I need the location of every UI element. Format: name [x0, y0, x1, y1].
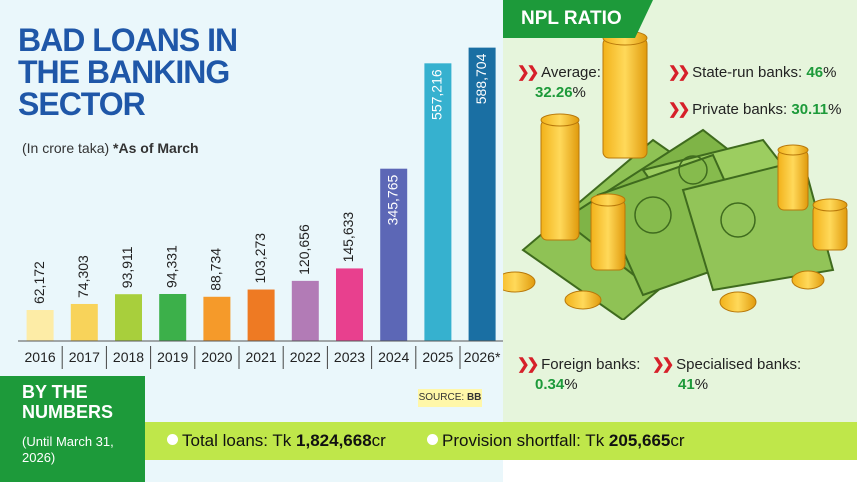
value-label-2019: 94,331	[163, 245, 179, 288]
by-the-numbers-box: BY THE NUMBERS (Until March 31, 2026)	[0, 376, 145, 482]
double-chevron-right-icon: ❯❯	[517, 356, 539, 373]
category-label-2025: 2025	[422, 349, 453, 365]
category-label-2024: 2024	[378, 349, 409, 365]
bar-2018	[115, 294, 142, 341]
value-label-2018: 93,911	[119, 246, 135, 288]
value-label-2025: 557,216	[429, 69, 445, 120]
subtitle-note: *As of March	[113, 140, 199, 156]
npl-private-value: 30.11	[791, 101, 829, 118]
npl-average-percent: %	[572, 84, 586, 101]
category-label-2022: 2022	[290, 349, 321, 365]
npl-private: ❯❯ Private banks: 30.11%	[668, 100, 841, 120]
npl-foreign-value: 0.34	[535, 376, 565, 393]
npl-specialised-percent: %	[694, 376, 709, 393]
total-loans: Total loans: Tk 1,824,668cr	[167, 431, 386, 451]
bar-chart: 62,172 2016 74,303 2017 93,911 2018 94,331 2019…	[18, 47, 503, 369]
bar-2021	[247, 289, 275, 341]
bar-2020	[203, 296, 231, 341]
shortfall-unit: cr	[670, 431, 685, 450]
totals-strip: Total loans: Tk 1,824,668cr Provision sh…	[145, 422, 857, 460]
category-label-2018: 2018	[113, 349, 144, 365]
category-label-2021: 2021	[246, 349, 277, 365]
value-label-2021: 103,273	[252, 233, 268, 284]
bar-2024	[380, 168, 408, 341]
total-loans-unit: cr	[371, 431, 386, 450]
money-stack-icon	[503, 30, 848, 320]
source-prefix: SOURCE:	[418, 392, 465, 403]
npl-specialised: ❯❯ Specialised banks: 41%	[652, 355, 801, 395]
category-label-2023: 2023	[334, 349, 365, 365]
shortfall-label: Provision shortfall: Tk	[442, 431, 609, 450]
npl-foreign-percent: %	[564, 376, 578, 393]
double-chevron-right-icon: ❯❯	[668, 64, 690, 81]
value-label-2022: 120,656	[296, 224, 312, 275]
provision-shortfall: Provision shortfall: Tk 205,665cr	[427, 431, 685, 451]
npl-foreign: ❯❯ Foreign banks: 0.34%	[517, 355, 640, 395]
npl-specialised-label: Specialised banks:	[676, 356, 802, 373]
bar-2025	[424, 63, 452, 342]
npl-average-label: Average:	[541, 64, 601, 81]
npl-average: ❯❯ Average: 32.26%	[517, 63, 601, 103]
bar-2023	[336, 268, 363, 341]
category-label-2017: 2017	[69, 349, 100, 365]
bar-2016	[26, 310, 54, 341]
shortfall-value: 205,665	[608, 431, 671, 450]
npl-state-run: ❯❯ State-run banks: 46%	[668, 63, 836, 83]
dot-icon	[167, 434, 178, 445]
npl-private-label: Private banks:	[692, 101, 792, 118]
total-loans-value: 1,824,668	[296, 431, 372, 450]
npl-state-label: State-run banks:	[692, 64, 807, 81]
value-label-2020: 88,734	[208, 248, 224, 291]
npl-specialised-value: 41	[678, 376, 695, 393]
double-chevron-right-icon: ❯❯	[652, 356, 674, 373]
category-label-2026: 2026*	[464, 349, 501, 365]
by-the-numbers-title: BY THE NUMBERS	[22, 382, 114, 422]
category-label-2019: 2019	[157, 349, 188, 365]
subtitle-unit: (In crore taka)	[22, 140, 110, 156]
chart-subtitle: (In crore taka) *As of March	[22, 140, 199, 156]
source-value: BB	[466, 392, 482, 403]
npl-state-value: 46	[806, 64, 824, 81]
source-label: SOURCE: BB	[418, 389, 482, 407]
value-label-2024: 345,765	[384, 174, 400, 225]
npl-average-value: 32.26	[535, 84, 573, 101]
chart-title: BAD LOANS IN THE BANKING SECTOR	[18, 22, 238, 122]
by-the-numbers-note: (Until March 31, 2026)	[22, 434, 114, 465]
bar-2022	[291, 280, 319, 341]
bar-2026	[468, 47, 496, 341]
double-chevron-right-icon: ❯❯	[517, 64, 539, 81]
bar-2017	[70, 303, 98, 341]
total-loans-label: Total loans: Tk	[182, 431, 297, 450]
bar-2019	[159, 293, 187, 341]
npl-private-percent: %	[828, 101, 842, 118]
category-label-2016: 2016	[25, 349, 56, 365]
value-label-2017: 74,303	[75, 255, 91, 298]
category-label-2020: 2020	[201, 349, 232, 365]
npl-foreign-label: Foreign banks:	[541, 356, 641, 373]
dot-icon	[427, 434, 438, 445]
double-chevron-right-icon: ❯❯	[668, 101, 690, 118]
value-label-2016: 62,172	[31, 261, 47, 304]
value-label-2026: 588,704	[473, 53, 489, 104]
value-label-2023: 145,633	[340, 212, 356, 263]
npl-state-percent: %	[823, 64, 837, 81]
npl-heading: NPL RATIO	[503, 0, 653, 38]
